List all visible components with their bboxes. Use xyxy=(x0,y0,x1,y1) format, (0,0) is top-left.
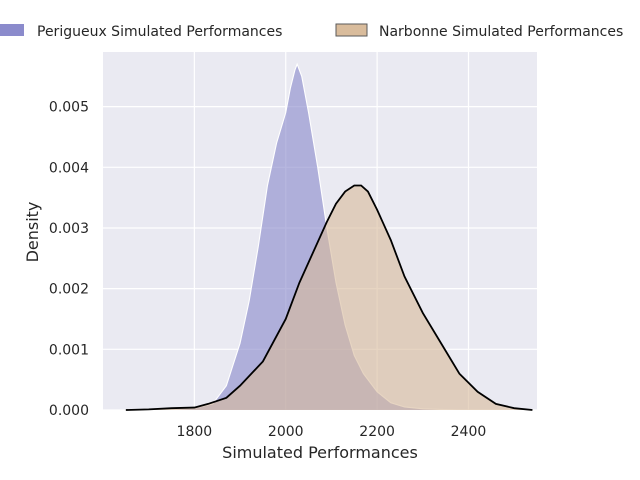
y-tick-label: 0.002 xyxy=(49,282,89,298)
series-layer xyxy=(125,62,533,411)
legend: Perigueux Simulated Performances Narbonn… xyxy=(0,23,623,40)
y-axis-ticks: 0.000 0.001 0.002 0.003 0.004 0.005 xyxy=(49,100,89,419)
x-axis-label: Simulated Performances xyxy=(222,443,418,462)
legend-label-perigueux: Perigueux Simulated Performances xyxy=(37,24,282,40)
y-tick-label: 0.001 xyxy=(49,342,89,358)
y-tick-label: 0.004 xyxy=(49,160,89,176)
y-tick-label: 0.003 xyxy=(49,221,89,237)
x-tick-label: 2400 xyxy=(451,424,487,440)
y-tick-label: 0.000 xyxy=(49,403,89,419)
x-axis-ticks: 1800 2000 2200 2400 xyxy=(177,424,487,440)
density-line-narbonne xyxy=(125,184,533,411)
x-tick-label: 1800 xyxy=(177,424,213,440)
y-axis-label: Density xyxy=(23,202,42,263)
legend-swatch-narbonne xyxy=(335,23,368,37)
x-tick-label: 2200 xyxy=(359,424,395,440)
legend-swatch-perigueux xyxy=(0,24,24,36)
legend-label-narbonne: Narbonne Simulated Performances xyxy=(379,24,623,40)
density-area-narbonne xyxy=(125,185,533,410)
x-tick-label: 2000 xyxy=(268,424,304,440)
y-tick-label: 0.005 xyxy=(49,100,89,116)
